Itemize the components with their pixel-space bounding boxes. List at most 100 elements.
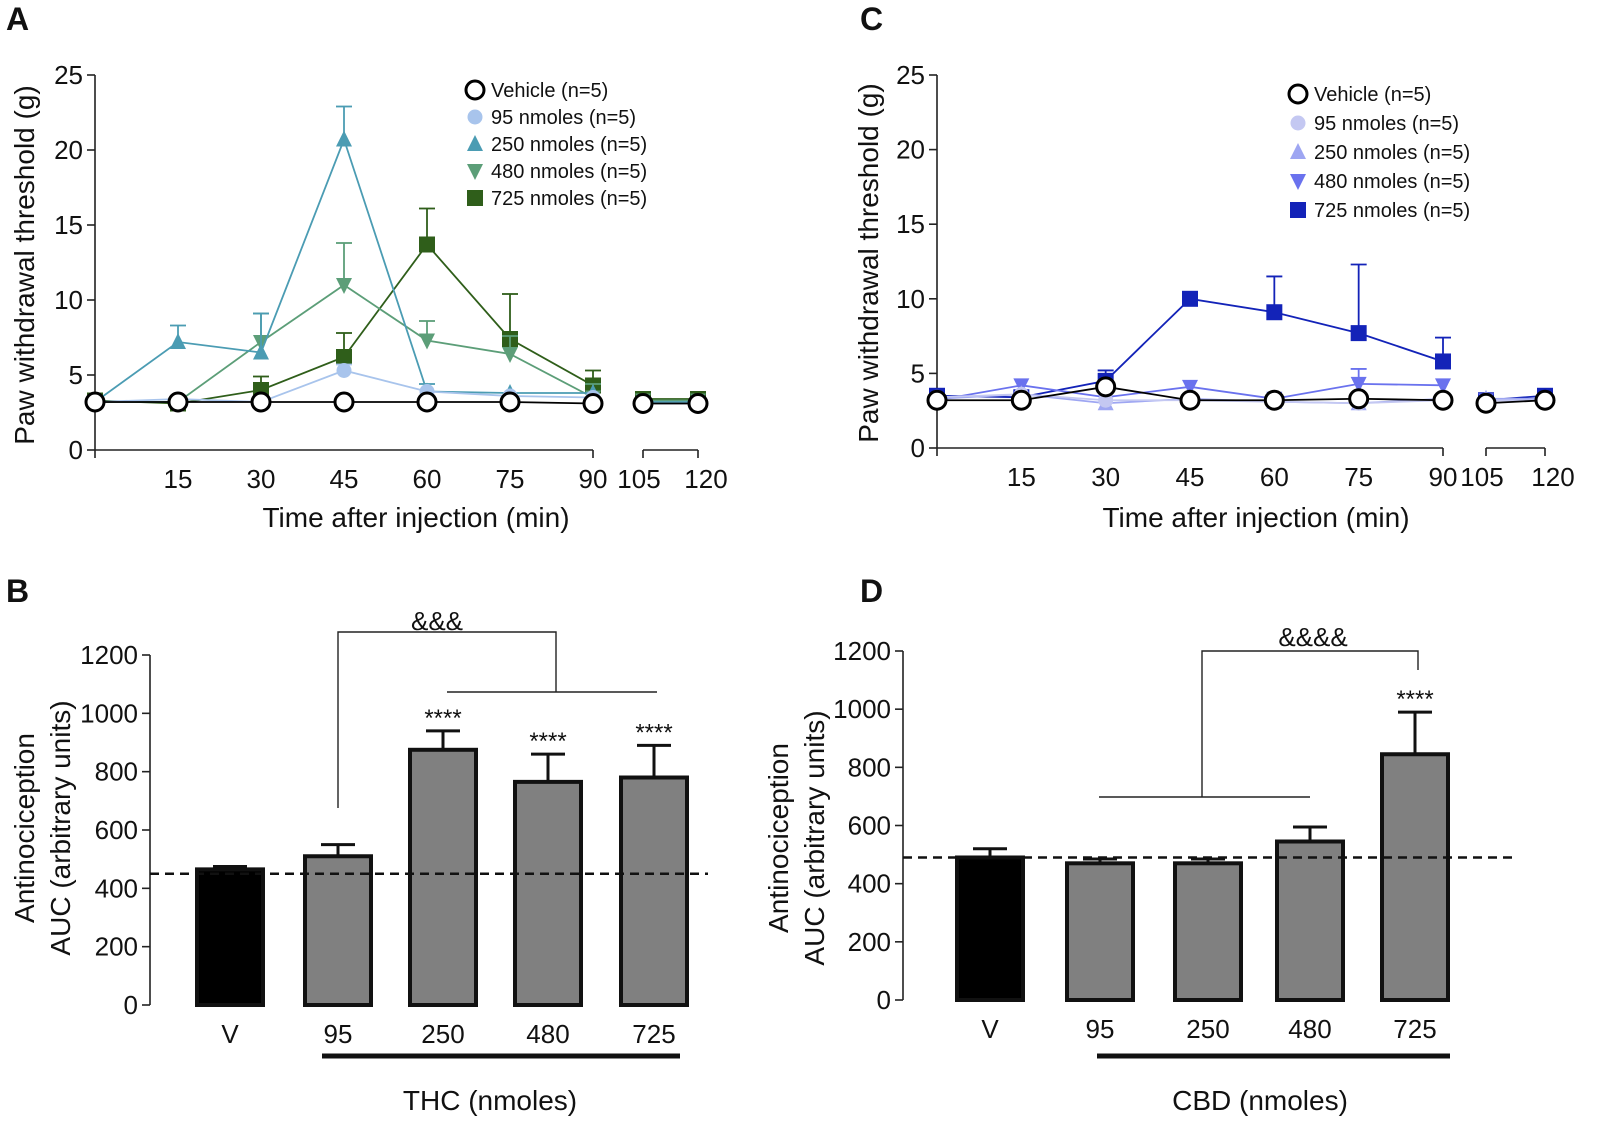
bar-95 bbox=[303, 854, 373, 1007]
series-3 bbox=[87, 242, 706, 411]
data-point bbox=[582, 393, 604, 414]
x-tick-label: 30 bbox=[1091, 462, 1120, 492]
panel-b-y-title-line1: Antinociception bbox=[9, 733, 40, 923]
data-point bbox=[1179, 389, 1201, 411]
y-tick-label: 800 bbox=[95, 757, 138, 787]
category-label: V bbox=[981, 1014, 999, 1044]
panel-a-x-title: Time after injection (min) bbox=[262, 502, 569, 533]
data-point bbox=[167, 391, 189, 413]
legend-label: 250 nmoles (n=5) bbox=[1314, 142, 1470, 164]
data-point bbox=[1435, 353, 1451, 370]
category-label: 725 bbox=[1393, 1014, 1436, 1044]
legend-marker bbox=[467, 164, 483, 180]
data-point bbox=[336, 130, 352, 147]
legend-marker bbox=[467, 109, 483, 125]
y-tick-label: 10 bbox=[896, 284, 925, 314]
y-tick-label: 5 bbox=[69, 360, 83, 390]
x-tick-label: 120 bbox=[1531, 462, 1574, 492]
panel-b-group-label: THC (nmoles) bbox=[403, 1085, 577, 1116]
legend-marker bbox=[467, 135, 483, 151]
y-tick-label: 25 bbox=[54, 60, 83, 90]
panel-letter-a: A bbox=[6, 1, 29, 37]
category-label: 480 bbox=[1288, 1014, 1331, 1044]
significance-label: **** bbox=[424, 705, 461, 732]
data-point bbox=[1095, 376, 1117, 398]
category-label: 480 bbox=[526, 1019, 569, 1049]
legend-label: 725 nmoles (n=5) bbox=[491, 188, 647, 210]
data-point bbox=[253, 343, 269, 360]
bar-725 bbox=[619, 775, 689, 1007]
data-point bbox=[926, 389, 948, 411]
y-tick-label: 20 bbox=[896, 135, 925, 165]
significance-label: **** bbox=[529, 728, 566, 755]
data-point bbox=[1182, 379, 1198, 396]
x-tick-label: 60 bbox=[1260, 462, 1289, 492]
data-point bbox=[1010, 389, 1032, 411]
y-tick-label: 400 bbox=[848, 869, 891, 899]
panel-letter-b: B bbox=[6, 573, 29, 609]
data-point bbox=[419, 333, 435, 350]
x-tick-label: 90 bbox=[579, 464, 608, 494]
legend-marker bbox=[1290, 115, 1306, 131]
bracket-label: &&&& bbox=[1278, 622, 1347, 652]
bar-V bbox=[195, 867, 265, 1007]
y-tick-label: 600 bbox=[95, 815, 138, 845]
data-point bbox=[1350, 376, 1367, 393]
data-point bbox=[502, 347, 518, 363]
y-tick-label: 10 bbox=[54, 285, 83, 315]
x-tick-label: 45 bbox=[1176, 462, 1205, 492]
data-point bbox=[1182, 290, 1198, 307]
panel-d-group-label: CBD (nmoles) bbox=[1172, 1085, 1348, 1116]
legend-marker bbox=[1287, 83, 1309, 105]
x-tick-label: 120 bbox=[684, 464, 727, 494]
x-tick-label: 45 bbox=[330, 464, 359, 494]
data-point bbox=[336, 278, 352, 294]
bar-250 bbox=[408, 747, 478, 1008]
legend-label: 480 nmoles (n=5) bbox=[1314, 171, 1470, 193]
bar-V bbox=[955, 855, 1025, 1002]
comparison-bracket: &&&& bbox=[1099, 622, 1419, 798]
legend-marker bbox=[464, 79, 486, 101]
category-label: V bbox=[221, 1019, 239, 1049]
bar-95 bbox=[1065, 861, 1135, 1003]
series-4 bbox=[87, 207, 706, 412]
x-tick-label: 75 bbox=[1344, 462, 1373, 492]
category-label: 250 bbox=[1186, 1014, 1229, 1044]
data-point bbox=[1266, 304, 1283, 321]
data-point bbox=[1348, 388, 1370, 410]
data-point bbox=[1435, 378, 1451, 395]
data-point bbox=[687, 393, 709, 414]
bracket-label: &&& bbox=[411, 606, 463, 636]
panel-b-bar-chart: Antinociception AUC (arbitrary units) TH… bbox=[9, 606, 708, 1116]
series-0 bbox=[926, 376, 1556, 414]
legend-label: 725 nmoles (n=5) bbox=[1314, 200, 1470, 222]
legend-label: 95 nmoles (n=5) bbox=[491, 107, 636, 129]
x-tick-label: 30 bbox=[247, 464, 276, 494]
category-label: 725 bbox=[632, 1019, 675, 1049]
significance-label: **** bbox=[635, 719, 672, 746]
panel-a-line-chart: Paw withdrawal threshold (g) Time after … bbox=[9, 60, 728, 533]
y-tick-label: 25 bbox=[896, 60, 925, 90]
legend-marker bbox=[1290, 174, 1306, 190]
bar-725 bbox=[1380, 752, 1450, 1003]
y-tick-label: 1200 bbox=[833, 636, 891, 666]
y-tick-label: 15 bbox=[54, 210, 83, 240]
panel-c-y-title: Paw withdrawal threshold (g) bbox=[853, 83, 884, 443]
y-tick-label: 0 bbox=[911, 433, 925, 463]
y-tick-label: 20 bbox=[54, 135, 83, 165]
y-tick-label: 1000 bbox=[833, 694, 891, 724]
legend: Vehicle (n=5) 95 nmoles (n=5) 250 nmoles (… bbox=[1287, 83, 1470, 222]
panel-c-line-chart: Paw withdrawal threshold (g) Time after … bbox=[853, 60, 1575, 533]
significance-label: **** bbox=[1396, 686, 1433, 713]
data-point bbox=[336, 363, 352, 378]
y-tick-label: 800 bbox=[848, 752, 891, 782]
series-0 bbox=[84, 391, 709, 414]
data-point bbox=[419, 236, 435, 253]
panel-d-bar-chart: Antinociception AUC (arbitrary units) CB… bbox=[763, 622, 1512, 1116]
legend-label: Vehicle (n=5) bbox=[491, 80, 608, 102]
category-label: 250 bbox=[421, 1019, 464, 1049]
y-tick-label: 15 bbox=[896, 209, 925, 239]
panel-b-y-title-line2: AUC (arbitrary units) bbox=[45, 700, 76, 955]
data-point bbox=[1432, 389, 1454, 411]
